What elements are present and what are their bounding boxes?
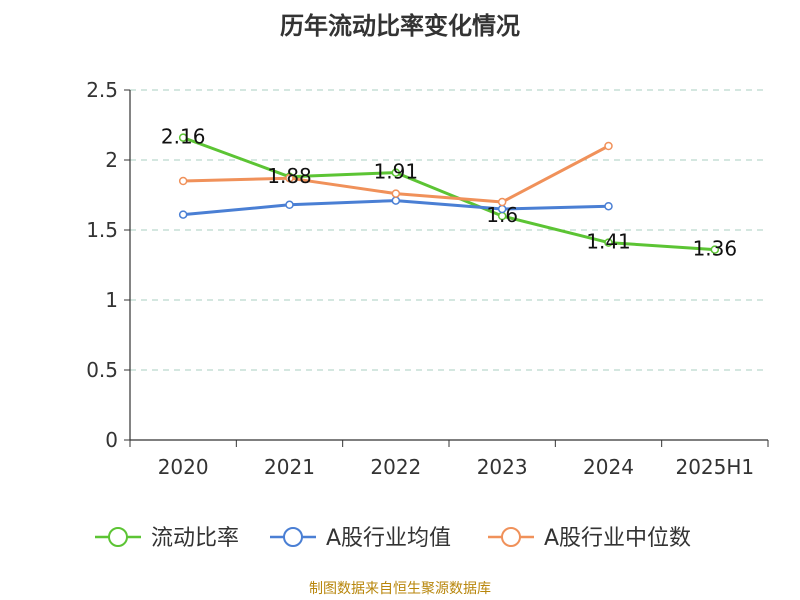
- data-point: [391, 196, 401, 205]
- y-tick-label: 1: [105, 288, 118, 312]
- x-tick-label: 2023: [477, 455, 528, 479]
- y-tick-label: 2: [105, 148, 118, 172]
- legend-marker: [108, 527, 128, 547]
- legend: 流动比率 A股行业均值 A股行业中位数: [95, 526, 691, 551]
- data-point: [604, 238, 613, 247]
- legend-marker: [283, 527, 303, 547]
- x-tick-label: 2024: [583, 455, 634, 479]
- axes: 0 0.5 1 1.5 2 2.5 2020 2021 2022 2023 2024 2025H1: [86, 78, 769, 479]
- data-label: 1.41: [586, 230, 631, 254]
- legend-item: A股行业均值: [270, 526, 451, 551]
- data-point: [604, 201, 613, 211]
- data-label: 1.36: [693, 237, 738, 261]
- legend-marker: [501, 527, 521, 547]
- data-label: 1.88: [267, 164, 312, 188]
- x-tick-label: 2021: [264, 455, 315, 479]
- data-point: [178, 176, 188, 186]
- grid-lines: [130, 89, 768, 371]
- data-point: [604, 141, 613, 151]
- data-point: [178, 133, 188, 142]
- x-tick-label: 2020: [158, 455, 209, 479]
- data-point: [710, 245, 720, 254]
- y-tick-label: 0.5: [86, 358, 118, 382]
- x-tick-label: 2022: [370, 455, 421, 479]
- data-point: [497, 197, 507, 207]
- data-point: [285, 173, 294, 183]
- x-tick-label: 2025H1: [675, 455, 754, 479]
- y-tick-label: 2.5: [86, 78, 118, 102]
- chart-title: 历年流动比率变化情况: [280, 12, 520, 40]
- legend-label: A股行业中位数: [544, 526, 691, 551]
- legend-label: A股行业均值: [326, 526, 451, 551]
- data-point: [391, 168, 401, 177]
- data-source-note: 制图数据来自恒生聚源数据库: [309, 581, 491, 597]
- series-group: [178, 133, 720, 254]
- data-point: [285, 200, 294, 210]
- data-label: 2.16: [161, 125, 206, 149]
- data-label: 1.91: [374, 160, 419, 184]
- data-labels: 2.16 1.88 1.91 1.6 1.41 1.36: [161, 125, 737, 261]
- series-line: [182, 136, 715, 252]
- legend-item: A股行业中位数: [488, 526, 691, 551]
- legend-item: 流动比率: [95, 526, 239, 551]
- data-label: 1.6: [486, 203, 518, 227]
- y-tick-label: 1.5: [86, 218, 118, 242]
- data-point: [391, 189, 401, 198]
- data-point: [178, 210, 188, 219]
- legend-label: 流动比率: [151, 526, 239, 551]
- y-tick-label: 0: [105, 428, 118, 452]
